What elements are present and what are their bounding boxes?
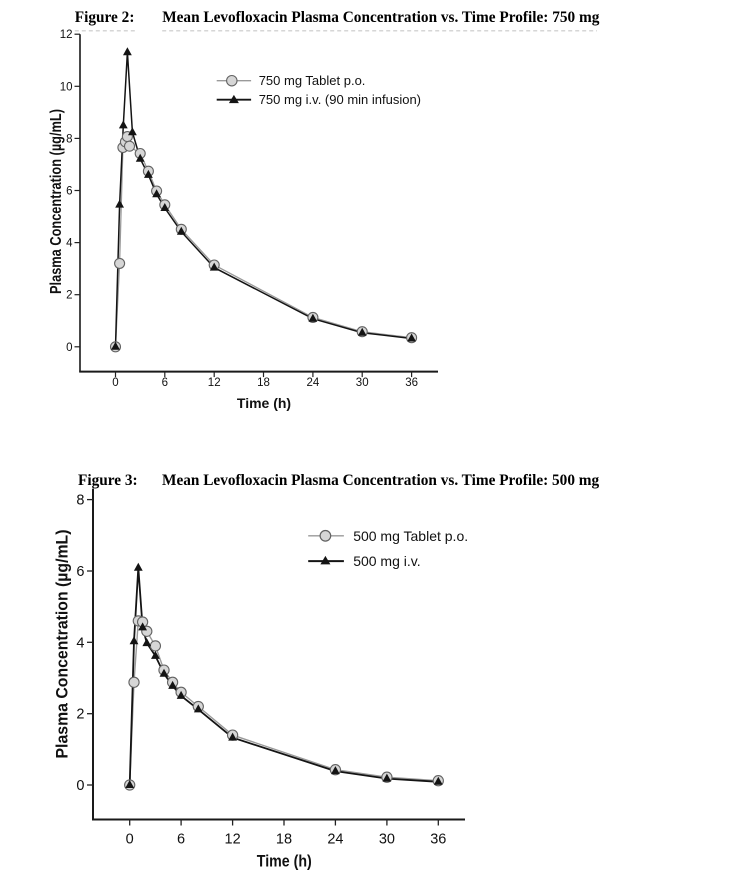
- svg-text:500 mg i.v.: 500 mg i.v.: [353, 553, 420, 569]
- svg-text:4: 4: [66, 238, 73, 250]
- svg-text:2: 2: [76, 707, 84, 723]
- svg-text:6: 6: [66, 186, 72, 198]
- svg-text:8: 8: [76, 493, 84, 509]
- svg-text:8: 8: [66, 133, 72, 145]
- svg-text:0: 0: [66, 342, 72, 354]
- svg-text:Time (h): Time (h): [237, 395, 291, 411]
- svg-text:Time (h): Time (h): [257, 852, 312, 870]
- svg-text:36: 36: [405, 377, 418, 389]
- svg-text:Plasma Concentration (µg/mL): Plasma Concentration (µg/mL): [52, 530, 71, 759]
- svg-text:30: 30: [379, 832, 395, 848]
- svg-text:6: 6: [177, 832, 185, 848]
- svg-text:500 mg Tablet p.o.: 500 mg Tablet p.o.: [353, 528, 468, 544]
- svg-text:12: 12: [208, 377, 221, 389]
- svg-text:10: 10: [60, 81, 73, 93]
- svg-text:36: 36: [430, 832, 446, 848]
- svg-text:750 mg i.v. (90 min infusion): 750 mg i.v. (90 min infusion): [259, 92, 421, 107]
- svg-text:24: 24: [327, 832, 343, 848]
- svg-text:6: 6: [162, 377, 168, 389]
- svg-text:18: 18: [276, 832, 292, 848]
- svg-text:2: 2: [66, 290, 72, 302]
- svg-text:24: 24: [307, 377, 320, 389]
- svg-text:30: 30: [356, 377, 369, 389]
- svg-text:0: 0: [112, 377, 118, 389]
- svg-text:0: 0: [76, 778, 84, 794]
- svg-text:18: 18: [257, 377, 270, 389]
- svg-text:0: 0: [126, 832, 134, 848]
- svg-text:12: 12: [60, 29, 73, 41]
- svg-text:6: 6: [76, 564, 84, 580]
- svg-text:Plasma Concentration (µg/mL): Plasma Concentration (µg/mL): [48, 109, 65, 294]
- svg-text:12: 12: [225, 832, 241, 848]
- svg-text:4: 4: [76, 635, 84, 651]
- svg-text:750 mg Tablet p.o.: 750 mg Tablet p.o.: [259, 73, 366, 88]
